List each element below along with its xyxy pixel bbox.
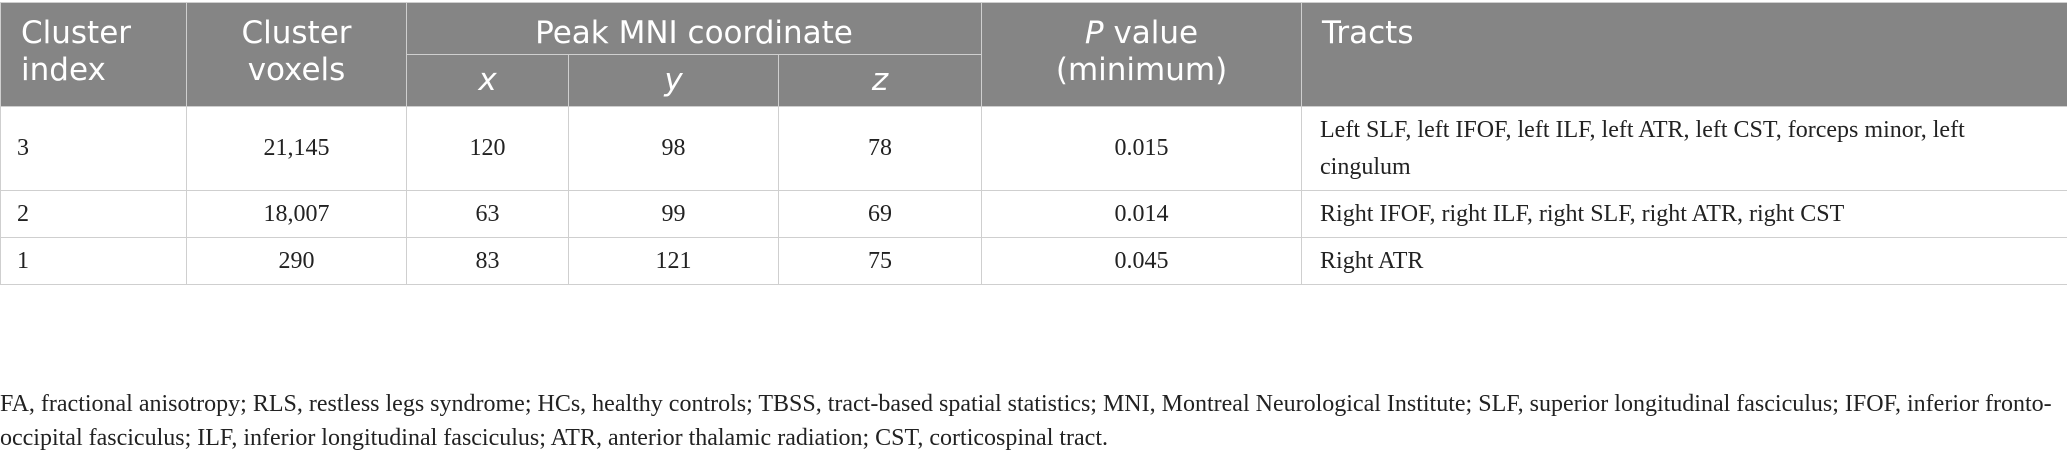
cell-tracts: Right IFOF, right ILF, right SLF, right … [1301,190,2067,238]
cell-cluster-index: 3 [0,106,187,191]
cell-cluster-voxels: 21,145 [186,106,407,191]
table-body: 3 21,145 120 98 78 0.015 Left SLF, left … [0,106,2067,285]
table-header: Cluster index Cluster voxels Peak MNI co… [0,2,2067,107]
cell-cluster-index: 1 [0,237,187,285]
cell-x: 83 [406,237,569,285]
column-header-p-value: P value (minimum) [981,2,1303,107]
cell-tracts: Left SLF, left IFOF, left ILF, left ATR,… [1301,106,2067,191]
column-header-cluster-index: Cluster index [0,2,187,107]
table-row: 2 18,007 63 99 69 0.014 Right IFOF, righ… [0,190,2067,238]
table-row: 3 21,145 120 98 78 0.015 Left SLF, left … [0,106,2067,191]
cell-cluster-voxels: 18,007 [186,190,407,238]
header-row: Cluster index Cluster voxels Peak MNI co… [0,2,2067,107]
column-header-tracts: Tracts [1301,2,2067,107]
cell-x: 120 [406,106,569,191]
table-footnote: FA, fractional anisotropy; RLS, restless… [0,391,2052,451]
p-value-header-text: value (minimum) [1055,15,1228,88]
cell-cluster-voxels: 290 [186,237,407,285]
column-header-z: z [777,54,983,107]
cell-y: 99 [568,190,779,238]
cell-x: 63 [406,190,569,238]
cell-z: 78 [777,106,983,191]
table-row: 1 290 83 121 75 0.045 Right ATR [0,237,2067,285]
results-table: Cluster index Cluster voxels Peak MNI co… [0,2,2067,285]
cell-tracts: Right ATR [1301,237,2067,285]
column-header-peak-mni-coordinate: Peak MNI coordinate [405,2,983,55]
cell-y: 121 [568,237,779,285]
cell-p-value: 0.015 [981,106,1303,191]
cell-y: 98 [568,106,779,191]
p-value-symbol: P [1084,15,1104,51]
cell-z: 69 [777,190,983,238]
cell-p-value: 0.014 [981,190,1303,238]
column-header-cluster-voxels: Cluster voxels [186,2,407,107]
cell-p-value: 0.045 [981,237,1303,285]
cell-z: 75 [777,237,983,285]
cell-cluster-index: 2 [0,190,187,238]
column-header-y: y [568,54,779,107]
header-subrow: x y z [1,54,2067,107]
column-header-x: x [406,54,569,107]
